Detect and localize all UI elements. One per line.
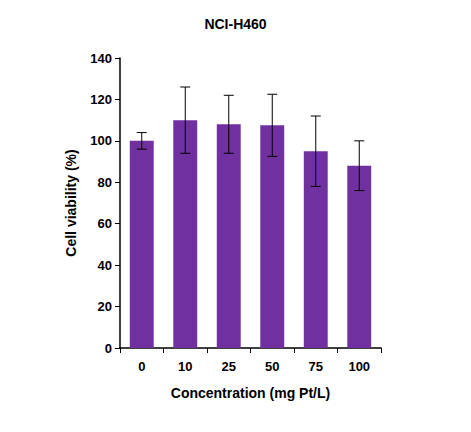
svg-text:60: 60 <box>98 216 112 231</box>
svg-text:NCI-H460: NCI-H460 <box>204 16 266 32</box>
svg-text:140: 140 <box>90 51 112 66</box>
svg-text:40: 40 <box>98 258 112 273</box>
svg-text:Cell viability (%): Cell viability (%) <box>63 149 79 256</box>
svg-text:100: 100 <box>90 133 112 148</box>
svg-text:0: 0 <box>138 359 145 374</box>
svg-text:10: 10 <box>178 359 192 374</box>
svg-text:120: 120 <box>90 92 112 107</box>
svg-text:100: 100 <box>348 359 370 374</box>
svg-text:80: 80 <box>98 175 112 190</box>
svg-text:25: 25 <box>222 359 236 374</box>
svg-text:0: 0 <box>105 341 112 356</box>
svg-text:Concentration (mg Pt/L): Concentration (mg Pt/L) <box>171 385 330 401</box>
svg-text:75: 75 <box>309 359 323 374</box>
svg-text:50: 50 <box>265 359 279 374</box>
svg-text:20: 20 <box>98 299 112 314</box>
